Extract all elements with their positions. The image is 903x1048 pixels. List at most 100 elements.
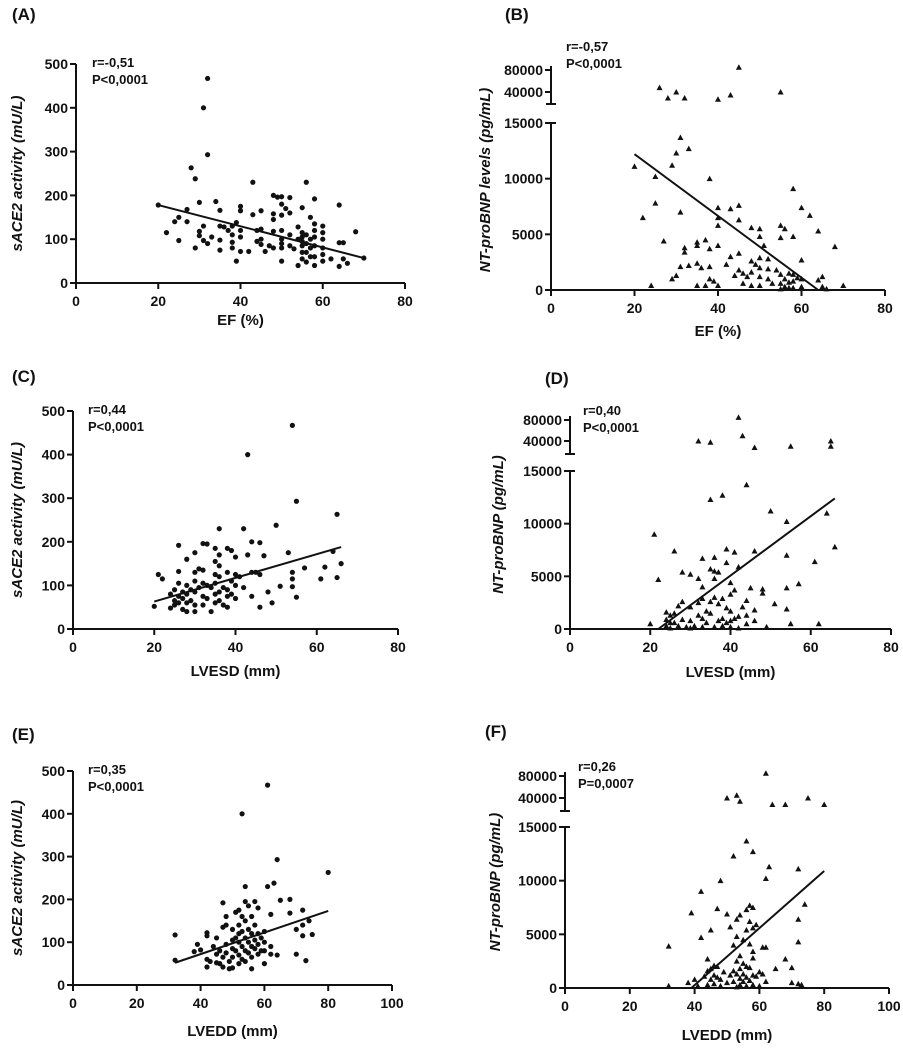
stat-annotation: P<0,0001	[583, 420, 639, 435]
data-point	[205, 152, 211, 158]
regression-line	[158, 204, 365, 260]
data-point	[723, 619, 730, 626]
data-point	[320, 251, 326, 258]
data-point	[781, 283, 788, 290]
data-point	[733, 933, 740, 939]
stat-annotation: r=0,44	[88, 402, 127, 417]
data-point	[192, 245, 198, 251]
data-point	[730, 967, 737, 974]
data-point	[746, 902, 753, 908]
data-point	[299, 230, 305, 236]
data-point	[777, 89, 784, 95]
data-point	[192, 578, 198, 584]
data-point	[236, 907, 242, 913]
y-tick-label: 80000	[504, 62, 543, 78]
data-point	[307, 214, 314, 220]
data-point	[707, 976, 714, 982]
x-axis-title: LVESD (mm)	[686, 664, 776, 681]
data-point	[212, 545, 218, 551]
data-point	[695, 438, 702, 444]
data-point	[769, 801, 776, 807]
data-point	[711, 594, 718, 600]
data-point	[184, 206, 190, 213]
data-point	[735, 202, 742, 208]
data-point	[299, 234, 305, 240]
data-point	[200, 540, 206, 547]
data-point	[334, 511, 340, 517]
data-point	[196, 566, 202, 572]
data-point	[714, 974, 721, 980]
data-point	[731, 615, 738, 621]
data-point	[747, 584, 754, 591]
data-point	[711, 980, 718, 987]
data-point	[212, 558, 218, 565]
data-point	[756, 282, 763, 289]
data-point	[733, 792, 740, 798]
data-point	[212, 571, 218, 578]
data-point	[651, 531, 658, 537]
data-point	[795, 916, 802, 922]
data-point	[660, 238, 667, 244]
y-tick-label: 100	[42, 577, 66, 593]
y-axis-title: sACE2 activity (mU/L)	[9, 800, 26, 956]
data-point	[277, 583, 283, 589]
x-tick-label: 0	[69, 639, 77, 655]
data-point	[763, 623, 770, 630]
data-point	[715, 204, 721, 211]
x-tick-label: 20	[150, 293, 166, 309]
data-point	[777, 271, 784, 277]
stat-annotation: r=0,26	[578, 759, 616, 774]
data-point	[727, 608, 734, 614]
data-point	[694, 239, 701, 245]
data-point	[318, 576, 324, 582]
x-tick-label: 80	[877, 300, 893, 316]
data-point	[171, 602, 178, 608]
data-point	[715, 242, 721, 248]
data-point	[698, 264, 705, 271]
data-point	[777, 234, 784, 241]
data-point	[751, 548, 758, 554]
data-point	[815, 620, 822, 627]
data-point	[176, 542, 182, 548]
data-point	[252, 898, 258, 905]
data-point	[749, 924, 756, 931]
data-point	[699, 555, 706, 561]
data-point	[702, 282, 709, 289]
x-tick-label: 60	[803, 639, 819, 655]
x-tick-label: 20	[622, 998, 638, 1014]
data-point	[171, 587, 178, 593]
data-point	[171, 598, 178, 604]
data-point	[740, 270, 747, 276]
data-point	[724, 795, 730, 801]
stat-annotation: P<0,0001	[88, 779, 144, 794]
data-point	[733, 958, 740, 964]
data-point	[748, 282, 755, 289]
stat-annotation: P=0,0007	[578, 776, 634, 791]
data-point	[795, 580, 802, 587]
data-point	[224, 604, 230, 610]
data-point	[212, 591, 218, 597]
x-tick-label: 20	[642, 639, 658, 655]
panel-label: (B)	[505, 5, 529, 24]
data-point	[748, 258, 755, 264]
x-tick-label: 40	[233, 293, 249, 309]
data-point	[821, 801, 828, 807]
data-point	[274, 194, 281, 200]
data-point	[220, 954, 226, 960]
data-point	[216, 552, 222, 558]
data-point	[258, 935, 264, 941]
y-tick-label: 500	[45, 56, 69, 72]
data-point	[322, 564, 328, 570]
data-point	[703, 619, 710, 626]
data-point	[257, 571, 263, 578]
y-axis-title: NT-proBNP levels (pg/mL)	[477, 88, 494, 272]
data-point	[273, 522, 279, 528]
data-point	[184, 219, 190, 225]
data-point	[220, 584, 226, 591]
y-tick-label: 400	[45, 100, 69, 116]
data-point	[783, 552, 790, 558]
data-point	[303, 249, 309, 255]
stat-annotation: P<0,0001	[566, 56, 622, 71]
data-point	[336, 263, 342, 269]
data-point	[647, 620, 654, 627]
